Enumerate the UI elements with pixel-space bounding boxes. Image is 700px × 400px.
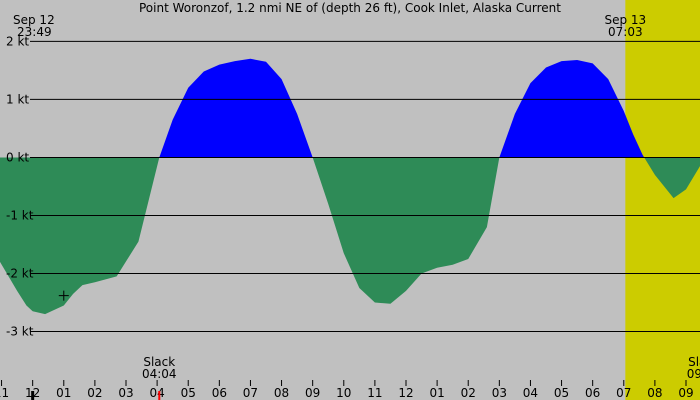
current-area-group (0, 58, 700, 315)
x-tick-label: 06 (212, 386, 227, 400)
event-name-label: Slack (688, 355, 700, 369)
bottom-annotation-group: Slack04:04Slack09:35Mrise11:34Slack16:20… (142, 355, 700, 381)
x-tick-label: 12 (398, 386, 413, 400)
y-axis-label-group: 2 kt 1 kt 0 kt -1 kt -2 kt -3 kt (6, 34, 34, 338)
daylight-band-group (625, 0, 700, 400)
x-tick-label: 05 (554, 386, 569, 400)
y-tick-label: 2 kt (6, 34, 29, 48)
midnight-tick (31, 391, 35, 400)
daylight-band (625, 0, 700, 400)
current-marker (58, 290, 69, 301)
x-tick-label: 08 (647, 386, 662, 400)
x-tick-label: 04 (149, 386, 164, 400)
x-tick-label: 07 (616, 386, 631, 400)
x-tick-label: 07 (243, 386, 258, 400)
ebb-current-area (0, 157, 700, 315)
x-tick-label: 08 (274, 386, 289, 400)
gridline-group (30, 40, 700, 333)
top-time-label: 07:03 (608, 25, 643, 39)
x-tick-label: 02 (461, 386, 476, 400)
y-tick-label: -2 kt (6, 267, 34, 281)
event-time-label: 04:04 (142, 367, 177, 381)
x-tick-label: 03 (118, 386, 133, 400)
x-tick-label: 11 (0, 386, 9, 400)
top-date-label: Sep 13 (604, 13, 646, 27)
x-tick-label: 04 (523, 386, 538, 400)
y-tick-label: -3 kt (6, 325, 34, 339)
event-name-label: Slack (143, 355, 175, 369)
x-tick-label: 09 (678, 386, 693, 400)
y-tick-label: 1 kt (6, 92, 29, 106)
x-tick-label: 01 (56, 386, 71, 400)
x-tick-label: 06 (585, 386, 600, 400)
y-tick-label: 0 kt (6, 150, 29, 164)
top-date-label: Sep 12 (13, 13, 55, 27)
x-tick-label: 01 (429, 386, 444, 400)
top-time-label: 23:49 (17, 25, 52, 39)
event-tick (158, 391, 161, 400)
event-time-label: 09:35 (687, 367, 700, 381)
x-tick-label: 05 (181, 386, 196, 400)
x-tick-label: 02 (87, 386, 102, 400)
x-tick-group: 1112010203040506070809101112010203040506… (0, 380, 694, 400)
y-tick-label: -1 kt (6, 208, 34, 222)
x-tick-label: 11 (367, 386, 382, 400)
chart-title: Point Woronzof, 1.2 nmi NE of (depth 26 … (139, 1, 561, 15)
flood-current-area (0, 58, 700, 158)
x-tick-label: 03 (492, 386, 507, 400)
x-tick-label: 10 (336, 386, 351, 400)
x-tick-label: 09 (305, 386, 320, 400)
